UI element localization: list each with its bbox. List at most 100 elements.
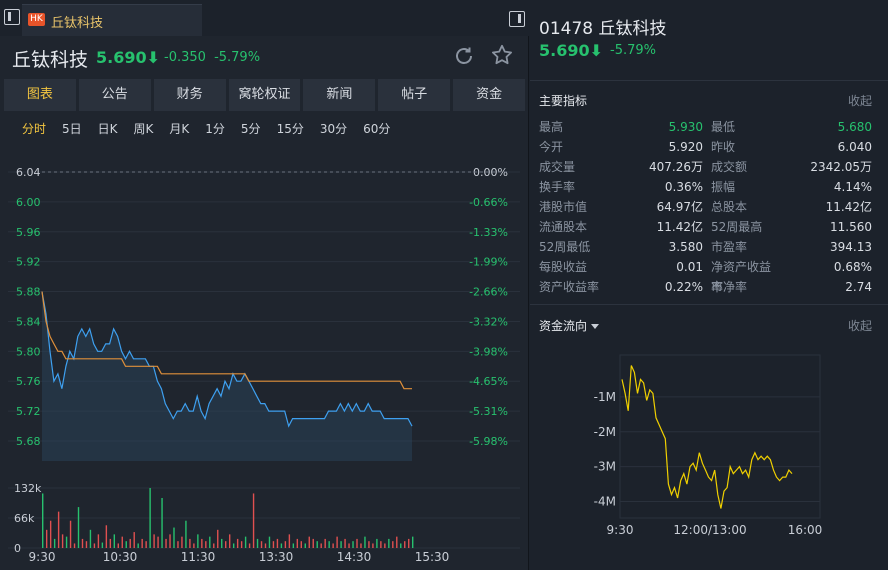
y-tick-label: 5.80 xyxy=(16,345,41,358)
indicator-row: 52周最低 3.580 市盈率 394.13 xyxy=(539,237,872,257)
period-option[interactable]: 月K xyxy=(169,122,190,136)
divider xyxy=(530,304,888,305)
indicator-value: 0.36% xyxy=(664,180,703,194)
period-option[interactable]: 周K xyxy=(133,122,154,136)
indicators-collapse-button[interactable]: 收起 xyxy=(847,94,872,108)
period-option[interactable]: 1分 xyxy=(205,122,225,136)
volume-bar xyxy=(81,538,84,548)
x-tick-label: 11:30 xyxy=(181,550,216,564)
volume-bar xyxy=(364,536,366,548)
fund-flow-collapse-button[interactable]: 收起 xyxy=(847,319,872,333)
period-option[interactable]: 5分 xyxy=(240,122,261,136)
nav-tab[interactable]: 窝轮权证 xyxy=(228,79,301,111)
volume-bar xyxy=(284,541,287,548)
indicator-row: 流通股本 11.42亿 52周最高 11.560 xyxy=(539,217,872,237)
volume-bar xyxy=(408,538,410,548)
period-option[interactable]: 60分 xyxy=(363,122,391,136)
volume-bar xyxy=(376,538,378,548)
indicator-value: 2.74 xyxy=(845,280,872,294)
volume-bar xyxy=(153,534,155,548)
volume-bar xyxy=(236,538,239,548)
tab-label: 丘钛科技 xyxy=(51,16,104,31)
fund-flow-dropdown[interactable]: 资金流向 xyxy=(539,317,600,334)
indicator-value: 394.13 xyxy=(830,240,872,254)
period-option[interactable]: 5日 xyxy=(62,122,82,136)
volume-bar xyxy=(384,543,386,548)
volume-bar xyxy=(213,543,215,548)
nav-tab[interactable]: 公告 xyxy=(78,79,151,111)
y-pct-label: -1.33% xyxy=(469,226,508,239)
y-pct-label: -2.66% xyxy=(469,286,508,299)
fund-flow-title: 资金流向 xyxy=(539,319,588,333)
volume-bar xyxy=(53,538,56,548)
nav-tab[interactable]: 图表 xyxy=(4,79,76,111)
indicator-label: 成交量 xyxy=(539,160,576,174)
volume-bar xyxy=(272,541,275,548)
indicator-value: 0.22% xyxy=(664,280,703,294)
indicator-label: 换手率 xyxy=(539,180,576,194)
favorite-star-icon[interactable] xyxy=(490,43,514,67)
period-option[interactable]: 日K xyxy=(97,122,118,136)
indicator-row: 每股收益 0.01 净资产收益率 0.68% xyxy=(539,257,872,294)
y-pct-label: -3.32% xyxy=(469,315,508,328)
y-tick-label: 5.92 xyxy=(16,256,41,269)
volume-bar xyxy=(145,541,147,548)
quote-title: 01478 丘钛科技 xyxy=(539,19,667,39)
volume-bar xyxy=(61,534,64,548)
volume-bar xyxy=(137,543,139,548)
indicator-row: 资产收益率 0.22% 市净率 2.74 xyxy=(539,277,872,297)
indicator-label: 市盈率 xyxy=(711,240,748,254)
flow-x-tick: 9:30 xyxy=(607,523,634,537)
volume-bar xyxy=(161,498,163,548)
sidebar-toggle-icon[interactable] xyxy=(4,9,20,25)
volume-bar xyxy=(133,532,135,548)
volume-bar xyxy=(221,538,223,548)
volume-bar xyxy=(344,538,346,548)
volume-bar xyxy=(240,541,243,548)
indicator-row: 换手率 0.36% 振幅 4.14% xyxy=(539,177,872,197)
indicator-label: 资产收益率 xyxy=(539,280,600,294)
x-tick-label: 15:30 xyxy=(415,550,450,564)
divider xyxy=(530,80,888,81)
indicator-label: 52周最低 xyxy=(539,240,591,254)
refresh-icon[interactable] xyxy=(452,44,476,68)
period-option[interactable]: 分时 xyxy=(22,122,47,136)
volume-bar xyxy=(129,538,131,548)
stock-change: -0.350 -5.79% xyxy=(164,50,260,65)
period-option[interactable]: 15分 xyxy=(276,122,304,136)
volume-bar xyxy=(169,534,171,548)
volume-tick-label: 132k xyxy=(14,482,42,495)
indicator-value: 0.68% xyxy=(833,260,872,274)
volume-bar xyxy=(324,538,326,548)
volume-bar xyxy=(232,543,235,548)
change-percent: -5.79% xyxy=(214,50,261,65)
nav-tab[interactable]: 财务 xyxy=(153,79,226,111)
indicator-label: 港股市值 xyxy=(539,200,588,214)
intraday-chart: 6.04 0.00% 6.00 -0.66% 5.96 -1.33% 5.92 -1.99% 5… xyxy=(8,166,520,564)
indicator-label: 净资产收益率 xyxy=(711,260,772,294)
nav-tab[interactable]: 新闻 xyxy=(303,79,376,111)
volume-bar xyxy=(300,541,303,548)
indicator-value: 5.930 xyxy=(668,120,703,134)
volume-bar xyxy=(157,536,159,548)
volume-bar xyxy=(73,543,76,548)
indicator-value: 3.580 xyxy=(668,240,703,254)
nav-tab[interactable]: 帖子 xyxy=(378,79,451,111)
nav-tab[interactable]: 资金 xyxy=(453,79,526,111)
info-panel: 01478 丘钛科技 5.690⬇ -5.79% 主要指标 收起 最高 5.930… xyxy=(530,0,888,570)
indicator-row: 今开 5.920 昨收 6.040 xyxy=(539,137,872,157)
volume-bar xyxy=(404,541,406,548)
indicator-value: 11.42亿 xyxy=(656,220,703,234)
y-pct-label: 0.00% xyxy=(473,166,508,179)
x-tick-label: 9:30 xyxy=(29,550,56,564)
price-area xyxy=(42,291,412,461)
period-option[interactable]: 30分 xyxy=(319,122,348,136)
tab-stock[interactable]: HK 丘钛科技 xyxy=(22,4,202,36)
panel-toggle-icon[interactable] xyxy=(509,11,525,27)
indicators-title: 主要指标 xyxy=(539,94,588,108)
volume-bar xyxy=(392,541,394,548)
indicator-label: 成交额 xyxy=(711,160,748,174)
indicator-value: 64.97亿 xyxy=(656,200,703,214)
indicator-value: 5.920 xyxy=(668,140,703,154)
volume-bar xyxy=(388,538,390,548)
